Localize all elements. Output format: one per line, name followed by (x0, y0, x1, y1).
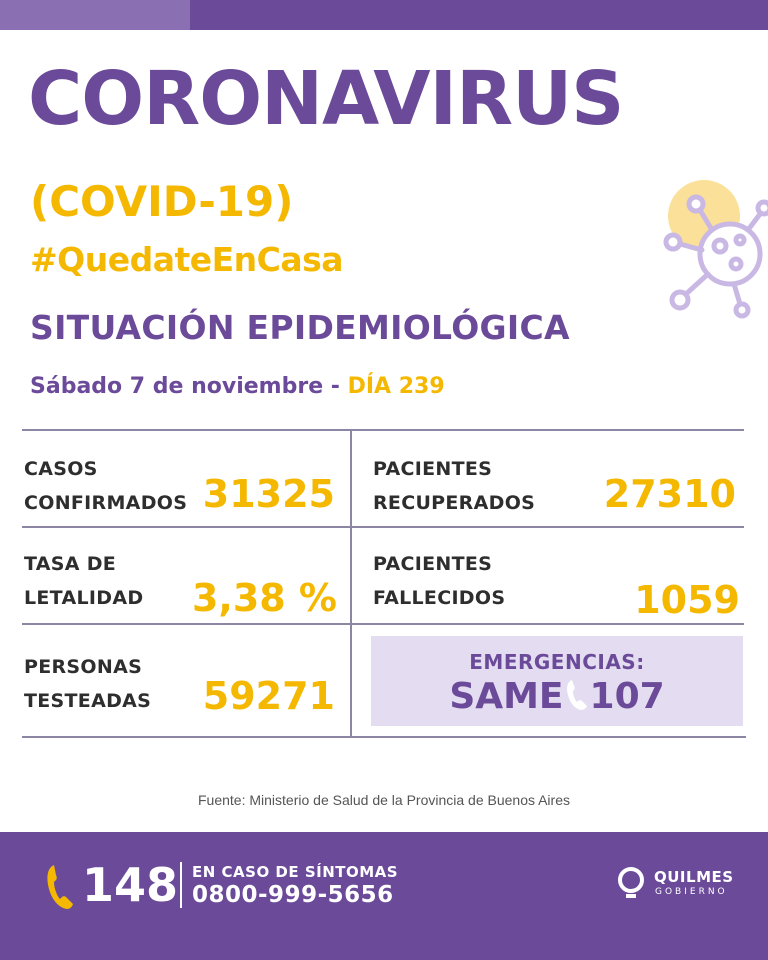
page-title: CORONAVIRUS (28, 56, 624, 142)
stat-value-tested: 59271 (202, 674, 335, 718)
table-bottom-border (22, 736, 746, 738)
emergency-label: EMERGENCIAS: (469, 650, 645, 674)
logo-name: QUILMES (654, 868, 734, 886)
stat-label-tested: PERSONAS TESTEADAS (24, 656, 152, 712)
stat-value-recovered: 27310 (603, 472, 736, 516)
table-column-divider (350, 429, 352, 738)
table-top-border (22, 429, 744, 431)
date-text: Sábado 7 de noviembre - (30, 374, 348, 399)
emergency-number-row: SAME 107 (371, 678, 743, 715)
top-bar (0, 0, 768, 30)
emergency-service: SAME (449, 676, 564, 717)
quilmes-logo-icon (618, 867, 644, 898)
table-row-divider (22, 526, 744, 528)
hashtag: #QuedateEnCasa (30, 240, 344, 279)
hotline-number: 148 (82, 858, 179, 912)
symptoms-label: EN CASO DE SÍNTOMAS (192, 863, 399, 881)
logo-subtitle: GOBIERNO (655, 887, 728, 897)
stat-label-lethality: TASA DE LETALIDAD (24, 553, 144, 609)
virus-icon (663, 180, 768, 319)
stat-value-confirmed: 31325 (202, 472, 335, 516)
stat-value-deceased: 1059 (634, 578, 740, 622)
table-row-divider (22, 623, 744, 625)
stat-label-confirmed: CASOS CONFIRMADOS (24, 458, 188, 514)
top-bar-accent (0, 0, 190, 30)
source-note: Fuente: Ministerio de Salud de la Provin… (198, 792, 570, 808)
footer: 148 EN CASO DE SÍNTOMAS 0800-999-5656 QU… (0, 832, 768, 960)
stat-label-recovered: PACIENTES RECUPERADOS (373, 458, 536, 514)
phone-icon (566, 680, 587, 710)
date-line: Sábado 7 de noviembre - DÍA 239 (30, 376, 445, 398)
emergency-number: 107 (589, 676, 665, 717)
footer-divider (180, 862, 182, 908)
day-count: DÍA 239 (347, 374, 445, 399)
phone-icon (47, 865, 73, 909)
section-title: SITUACIÓN EPIDEMIOLÓGICA (30, 308, 570, 347)
toll-free-number: 0800-999-5656 (192, 882, 394, 908)
page-subtitle: (COVID-19) (30, 177, 294, 226)
emergency-box: EMERGENCIAS: SAME 107 (371, 636, 743, 726)
stat-value-lethality: 3,38 % (191, 576, 337, 620)
stat-label-deceased: PACIENTES FALLECIDOS (373, 553, 506, 609)
